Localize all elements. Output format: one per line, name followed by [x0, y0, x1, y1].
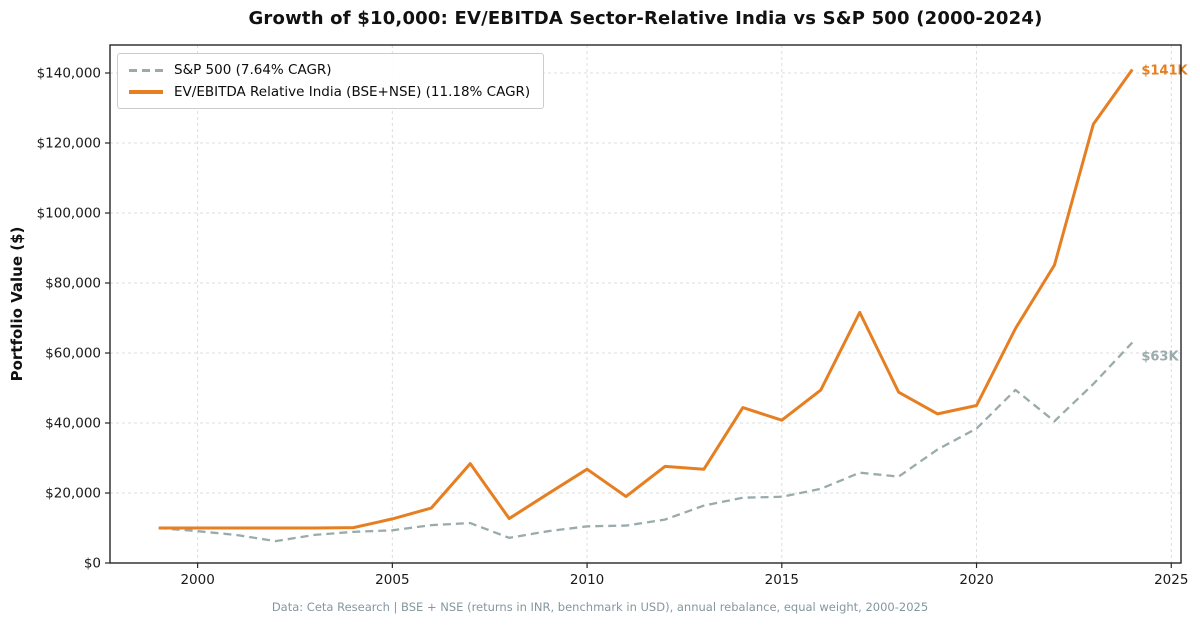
legend-label-strategy: EV/EBITDA Relative India (BSE+NSE) (11.1… [174, 84, 531, 100]
end-annotation-strategy: $141K [1141, 64, 1188, 79]
y-tick-label: $60,000 [45, 346, 101, 362]
x-tick-label: 2005 [375, 572, 409, 588]
x-tick-label: 2015 [765, 572, 799, 588]
series-line-sp500 [158, 341, 1134, 543]
series-line-strategy [158, 68, 1134, 530]
y-tick-label: $0 [84, 556, 101, 572]
source-caption: Data: Ceta Research | BSE + NSE (returns… [271, 600, 929, 614]
legend-label-sp500: S&P 500 (7.64% CAGR) [174, 62, 332, 78]
plot-border [109, 44, 1182, 564]
y-tick-label: $100,000 [37, 206, 101, 222]
sp500-dashed-line-swatch [129, 68, 163, 72]
x-tick-label: 2020 [959, 572, 993, 588]
chart-title: Growth of $10,000: EV/EBITDA Sector-Rela… [248, 8, 1043, 29]
y-axis-label: Portfolio Value ($) [8, 226, 26, 382]
end-annotation-sp500: $63K [1141, 350, 1179, 365]
y-tick-label: $80,000 [45, 276, 101, 292]
legend: S&P 500 (7.64% CAGR) EV/EBITDA Relative … [117, 53, 545, 109]
x-tick-label: 2010 [570, 572, 604, 588]
y-tick-label: $40,000 [45, 416, 101, 432]
x-tick-label: 2025 [1154, 572, 1188, 588]
y-tick-label: $20,000 [45, 486, 101, 502]
strategy-solid-line-swatch [129, 90, 163, 94]
y-tick-label: $120,000 [37, 136, 101, 152]
y-tick-label: $140,000 [37, 66, 101, 82]
x-tick-label: 2000 [180, 572, 214, 588]
legend-item-sp500: S&P 500 (7.64% CAGR) [129, 62, 530, 78]
legend-item-strategy: EV/EBITDA Relative India (BSE+NSE) (11.1… [129, 84, 530, 100]
